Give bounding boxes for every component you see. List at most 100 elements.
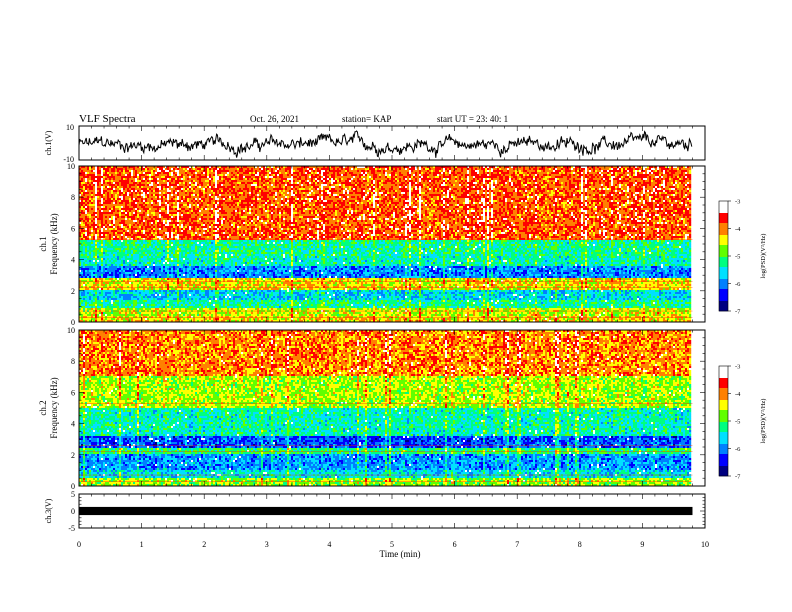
spectrogram-cell	[459, 168, 461, 170]
spectrogram-cell	[649, 168, 651, 170]
spectrogram-cell	[169, 168, 171, 170]
spectrogram-cell	[351, 168, 353, 170]
spectrogram-cell	[251, 170, 253, 172]
spectrogram-cell	[463, 168, 465, 170]
spectrogram-cell	[97, 168, 99, 170]
spectrogram-cell	[619, 168, 621, 170]
spectrogram-cell	[109, 170, 111, 172]
spectrogram-cell	[479, 168, 481, 170]
spectrogram-cell	[81, 170, 83, 172]
spectrogram-cell	[277, 170, 279, 172]
spectrogram-cell	[423, 170, 425, 172]
spectrogram-cell	[437, 168, 439, 170]
spectrogram-cell	[241, 170, 243, 172]
spectrogram-cell	[147, 168, 149, 170]
spectrogram-cell	[137, 170, 139, 172]
spectrogram-cell	[609, 168, 611, 170]
spectrogram-cell	[181, 170, 183, 172]
spectrogram-cell	[281, 170, 283, 172]
spectrogram-cell	[501, 168, 503, 170]
spectrogram-cell	[565, 168, 567, 170]
spectrogram-cell	[365, 170, 367, 172]
spectrogram-cell	[431, 168, 433, 170]
spectrogram-cell	[107, 170, 109, 172]
spectrogram-cell	[593, 168, 595, 170]
spectrogram-cell	[597, 168, 599, 170]
spectrogram-cell	[161, 168, 163, 170]
spectrogram-cell	[359, 170, 361, 172]
spectrogram-cell	[113, 170, 115, 172]
spectrogram-cell	[225, 170, 227, 172]
spectrogram-cell	[563, 168, 565, 170]
spectrogram-cell	[289, 168, 291, 170]
spectrogram-cell	[131, 170, 133, 172]
spectrogram-cell	[485, 168, 487, 170]
spectrogram-cell	[449, 168, 451, 170]
spectrogram-cell	[121, 170, 123, 172]
spectrogram-cell	[333, 168, 335, 170]
spectrogram-cell	[505, 168, 507, 170]
spectrogram-cell	[311, 170, 313, 172]
spectrogram-cell	[85, 168, 87, 170]
spectrogram-cell	[573, 168, 575, 170]
spectrogram-cell	[533, 168, 535, 170]
spectrogram-cell	[185, 170, 187, 172]
spectrogram-cell	[235, 170, 237, 172]
spectrogram-cell	[109, 168, 111, 170]
spectrogram-cell	[121, 168, 123, 170]
spectrogram-cell	[221, 170, 223, 172]
spectrogram-cell	[215, 170, 217, 172]
spectrogram-cell	[301, 168, 303, 170]
spectrogram-cell	[211, 168, 213, 170]
spectrogram-cell	[387, 170, 389, 172]
spectrogram-cell	[105, 170, 107, 172]
spectrogram-cell	[639, 168, 641, 170]
spectrogram-cell	[299, 168, 301, 170]
spectrogram-cell	[637, 168, 639, 170]
spectrogram-cell	[207, 168, 209, 170]
spectrogram-cell	[183, 168, 185, 170]
spectrogram-cell	[361, 168, 363, 170]
spectrogram-cell	[457, 168, 459, 170]
spectrogram-cell	[205, 170, 207, 172]
spectrogram-cell	[123, 170, 125, 172]
spectrogram-cell	[489, 168, 491, 170]
spectrogram-cell	[389, 168, 391, 170]
spectrogram-cell	[123, 168, 125, 170]
spectrogram-cell	[201, 170, 203, 172]
spectrogram-cell	[217, 168, 219, 170]
spectrogram-cell	[133, 170, 135, 172]
spectrogram-cell	[411, 170, 413, 172]
spectrogram-cell	[381, 168, 383, 170]
spectrogram-cell	[613, 168, 615, 170]
spectrogram-cell	[623, 168, 625, 170]
spectrogram-cell	[375, 170, 377, 172]
spectrogram-cell	[331, 170, 333, 172]
spectrogram-cell	[113, 168, 115, 170]
spectrogram-cell	[145, 168, 147, 170]
spectrogram-cell	[305, 170, 307, 172]
spectrogram-cell	[223, 170, 225, 172]
spectrogram-cell	[607, 168, 609, 170]
spectrogram-cell	[107, 168, 109, 170]
spectrogram-cell	[663, 168, 665, 170]
spectrogram-cell	[351, 170, 353, 172]
spectrogram-cell	[627, 168, 629, 170]
spectrogram-cell	[519, 168, 521, 170]
spectrogram-cell	[481, 168, 483, 170]
spectrogram-cell	[243, 170, 245, 172]
spectrogram-cell	[571, 168, 573, 170]
spectrogram-cell	[355, 170, 357, 172]
spectrogram-cell	[661, 168, 663, 170]
spectrogram-cell	[317, 170, 319, 172]
spectrogram-cell	[605, 168, 607, 170]
spectrogram-cell	[419, 170, 421, 172]
spectrogram-cell	[641, 168, 643, 170]
spectrogram-cell	[611, 168, 613, 170]
spectrogram-cell	[155, 168, 157, 170]
spectrogram-cell	[259, 170, 261, 172]
spectrogram-cell	[217, 170, 219, 172]
spectrogram-cell	[367, 170, 369, 172]
vlf-spectra-figure: VLF Spectra Oct. 26, 2021 station= KAP s…	[0, 0, 792, 612]
spectrogram-cell	[389, 170, 391, 172]
